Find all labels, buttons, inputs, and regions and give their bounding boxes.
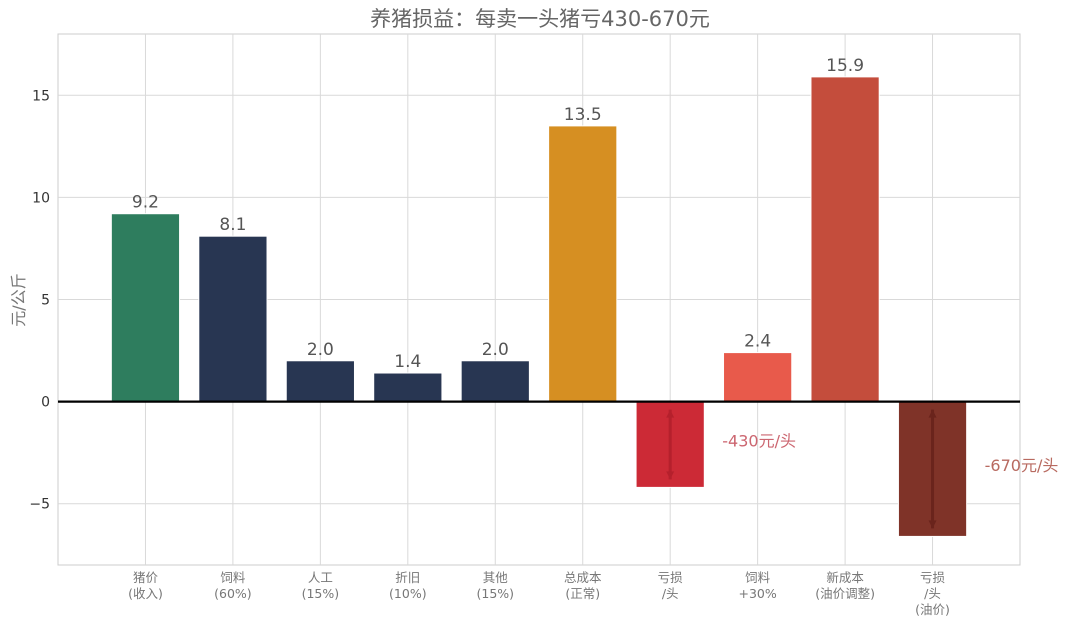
x-tick-label: 总成本 [564, 570, 602, 585]
x-tick-label: 折旧 [395, 570, 420, 585]
x-tick-label: (油价) [915, 602, 950, 617]
x-tick-label: (15%) [302, 586, 340, 601]
x-tick-label: 其他 [483, 570, 509, 585]
x-tick-label: 猪价 [133, 570, 159, 585]
x-tick-label: 亏损 [920, 570, 946, 585]
bar [198, 235, 268, 403]
data-label: 2.4 [744, 332, 771, 352]
y-tick-label: −5 [29, 497, 50, 513]
y-tick-label: 10 [32, 190, 50, 206]
loss-annotation: -670元/头 [985, 456, 1059, 475]
bar [373, 372, 443, 403]
x-tick-label: 人工 [308, 570, 333, 585]
data-label: 2.0 [307, 340, 334, 360]
x-tick-label: 亏损 [658, 570, 684, 585]
bar [285, 360, 355, 403]
bar [723, 352, 793, 403]
x-tick-label: 新成本 [826, 570, 864, 585]
x-tick-label: 饲料 [220, 570, 246, 585]
y-axis-label: 元/公斤 [9, 273, 28, 326]
x-tick-label: (油价调整) [815, 586, 875, 601]
bar [460, 360, 530, 403]
x-tick-label: (10%) [389, 586, 427, 601]
chart-title: 养猪损益：每卖一头猪亏430-670元 [370, 7, 710, 31]
bar [810, 76, 880, 403]
data-label: 13.5 [564, 105, 602, 125]
loss-arrowhead-up [666, 409, 675, 418]
y-tick-label: 15 [32, 88, 50, 104]
x-tick-label: (60%) [214, 586, 252, 601]
y-tick-label: 5 [41, 293, 50, 309]
loss-arrowhead-up [928, 409, 937, 418]
data-label: 8.1 [219, 215, 246, 235]
loss-arrowhead-down [928, 520, 937, 529]
y-tick-label: 0 [41, 395, 50, 411]
x-tick-label: 饲料 [745, 570, 771, 585]
x-tick-label: (正常) [565, 586, 600, 601]
plot-area: −50510159.2猪价(收入)8.1饲料(60%)2.0人工(15%)1.4… [29, 33, 1059, 617]
data-label: 1.4 [394, 352, 421, 372]
x-tick-label: (收入) [128, 586, 163, 601]
loss-annotation: -430元/头 [722, 432, 796, 451]
data-label: 2.0 [482, 340, 509, 360]
data-label: 9.2 [132, 193, 159, 213]
data-label: 15.9 [826, 56, 864, 76]
x-tick-label: (15%) [476, 586, 514, 601]
bar [110, 213, 181, 403]
x-tick-label: /头 [662, 586, 679, 601]
x-tick-label: +30% [739, 586, 777, 601]
loss-arrowhead-down [666, 471, 675, 480]
bar [548, 125, 618, 403]
x-tick-label: /头 [924, 586, 941, 601]
